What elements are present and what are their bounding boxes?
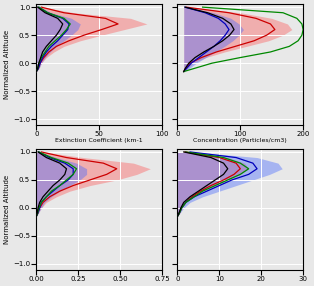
X-axis label: Extinction Coefficient (km-1: Extinction Coefficient (km-1: [55, 138, 143, 143]
Y-axis label: Normalized Altitude: Normalized Altitude: [4, 175, 10, 244]
Y-axis label: Normalized Altitude: Normalized Altitude: [4, 30, 10, 99]
X-axis label: Concentration (Particles/cm3): Concentration (Particles/cm3): [193, 138, 287, 143]
